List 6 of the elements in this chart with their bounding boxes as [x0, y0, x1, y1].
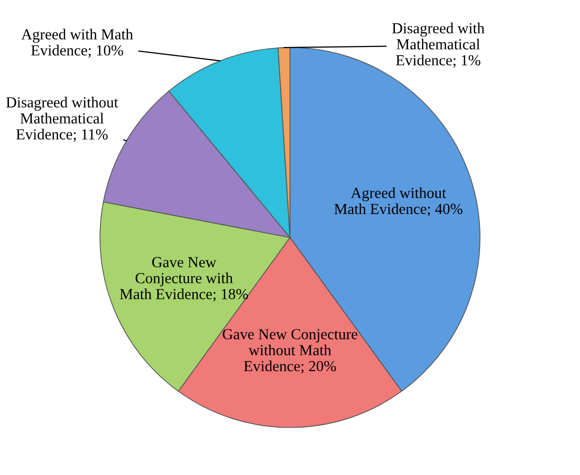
slice-label: Disagreed without Mathematical Evidence; 11%	[6, 96, 118, 142]
slice-label: Disagreed with Mathematical Evidence; 1%	[392, 22, 484, 68]
slice-label: Gave New Conjecture with Math Evidence; 18%	[120, 257, 248, 302]
slice-label: Agreed with Math Evidence; 10%	[21, 28, 134, 58]
slice-label: Agreed without Math Evidence; 40%	[334, 187, 462, 216]
slice-label: Gave New Conjecture without Math Evidence; 20%	[222, 329, 358, 374]
